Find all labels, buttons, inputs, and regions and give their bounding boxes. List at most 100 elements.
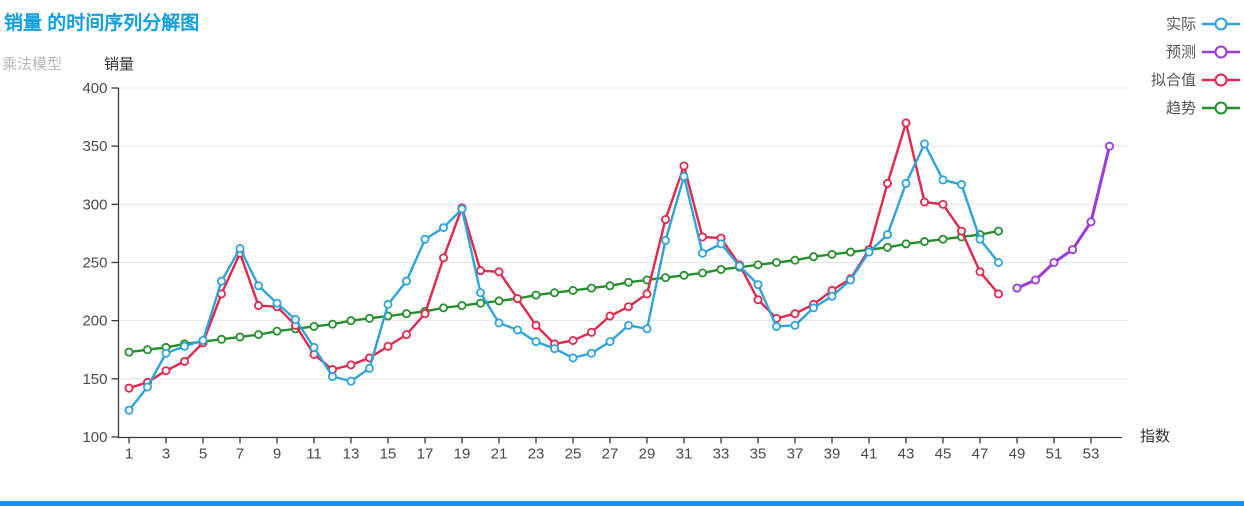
series-actual-point xyxy=(809,303,819,313)
series-forecast-point xyxy=(1068,245,1078,255)
series-fitted-point xyxy=(920,197,930,207)
series-actual-point xyxy=(235,244,245,254)
series-trend-point xyxy=(142,345,152,355)
series-actual-point xyxy=(568,353,578,363)
series-trend-point xyxy=(346,316,356,326)
x-tick-label: 5 xyxy=(199,446,207,463)
series-trend-point xyxy=(253,330,263,340)
series-actual-point xyxy=(975,234,985,244)
series-trend-point xyxy=(624,277,634,287)
series-fitted-point xyxy=(624,302,634,312)
forecast-legend-marker-icon xyxy=(1202,45,1240,58)
series-actual-point xyxy=(605,337,615,347)
series-trend-point xyxy=(124,347,134,357)
series-fitted-point xyxy=(253,301,263,311)
series-actual-point xyxy=(272,298,282,308)
series-actual-point xyxy=(438,223,448,233)
series-fitted-point xyxy=(475,266,485,276)
x-tick-label: 17 xyxy=(417,446,434,463)
series-fitted-point xyxy=(438,253,448,263)
series-actual-point xyxy=(698,248,708,258)
series-trend-point xyxy=(364,313,374,323)
series-fitted-point xyxy=(401,330,411,340)
series-trend-point xyxy=(457,301,467,311)
legend-label: 拟合值 xyxy=(1150,72,1196,89)
series-actual-point xyxy=(679,171,689,181)
series-trend-point xyxy=(846,247,856,257)
series-trend-point xyxy=(716,264,726,274)
legend-item-actual[interactable]: 实际 xyxy=(1151,13,1240,34)
series-fitted-point xyxy=(679,161,689,171)
x-tick-label: 13 xyxy=(343,446,360,463)
series-actual-point xyxy=(401,276,411,286)
series-actual-point xyxy=(142,382,152,392)
series-forecast-point xyxy=(1049,257,1059,267)
x-tick-label: 35 xyxy=(750,446,767,463)
series-trend-point xyxy=(938,234,948,244)
legend-label: 实际 xyxy=(1165,16,1196,33)
x-tick-label: 37 xyxy=(787,446,804,463)
series-actual-point xyxy=(550,344,560,354)
series-actual-point xyxy=(494,318,504,328)
series-actual-point xyxy=(772,321,782,331)
series-actual-point xyxy=(513,325,523,335)
series-actual-point xyxy=(290,315,300,325)
series-fitted-point xyxy=(994,289,1004,299)
x-tick-label: 15 xyxy=(380,446,397,463)
x-tick-label: 31 xyxy=(676,446,693,463)
series-fitted-point xyxy=(790,309,800,319)
series-fitted-point xyxy=(161,366,171,376)
fitted-legend-marker-icon xyxy=(1202,73,1240,86)
x-tick-label: 53 xyxy=(1083,446,1100,463)
series-trend-point xyxy=(568,285,578,295)
series-actual-point xyxy=(642,324,652,334)
legend: 实际预测拟合值趋势 xyxy=(1151,13,1240,118)
series-trend-point xyxy=(475,298,485,308)
series-actual-point xyxy=(364,363,374,373)
page-title: 销量 的时间序列分解图 xyxy=(4,13,200,34)
series-actual-point xyxy=(161,348,171,358)
x-tick-label: 3 xyxy=(162,446,170,463)
series-trend-point xyxy=(661,273,671,283)
series-trend-point xyxy=(550,288,560,298)
series-actual-point xyxy=(920,139,930,149)
series-actual-point xyxy=(846,275,856,285)
series-trend-point xyxy=(994,226,1004,236)
x-tick-label: 1 xyxy=(125,446,133,463)
series-actual-point xyxy=(716,239,726,249)
legend-item-fitted[interactable]: 拟合值 xyxy=(1151,69,1240,90)
legend-item-forecast[interactable]: 预测 xyxy=(1151,41,1240,62)
series-trend-point xyxy=(531,290,541,300)
series-trend-point xyxy=(772,257,782,267)
series-actual-point xyxy=(475,288,485,298)
x-tick-label: 49 xyxy=(1009,446,1026,463)
series-trend-point xyxy=(883,242,893,252)
x-tick-label: 47 xyxy=(972,446,989,463)
y-tick-label: 300 xyxy=(82,196,107,213)
series-actual-line xyxy=(127,142,1000,412)
x-tick-label: 25 xyxy=(565,446,582,463)
series-trend-point xyxy=(438,303,448,313)
series-trend-point xyxy=(494,296,504,306)
series-actual-point xyxy=(457,204,467,214)
series-fitted-point xyxy=(661,214,671,224)
series-actual-point xyxy=(179,341,189,351)
series-trend-point xyxy=(587,283,597,293)
series-fitted-point xyxy=(975,267,985,277)
series-trend-point xyxy=(679,270,689,280)
legend-item-trend[interactable]: 趋势 xyxy=(1151,97,1240,118)
series-fitted-point xyxy=(568,335,578,345)
series-fitted-point xyxy=(124,383,134,393)
series-trend-point xyxy=(401,309,411,319)
x-tick-label: 43 xyxy=(898,446,915,463)
series-actual-point xyxy=(587,348,597,358)
series-forecast-point xyxy=(1012,283,1022,293)
model-type-label: 乘法模型 xyxy=(2,56,63,73)
x-tick-label: 45 xyxy=(935,446,952,463)
series-fitted-point xyxy=(420,309,430,319)
series-actual-point xyxy=(827,291,837,301)
series-forecast-point xyxy=(1105,141,1115,151)
series-actual-point xyxy=(624,320,634,330)
series-trend-point xyxy=(920,237,930,247)
series-trend-point xyxy=(309,321,319,331)
